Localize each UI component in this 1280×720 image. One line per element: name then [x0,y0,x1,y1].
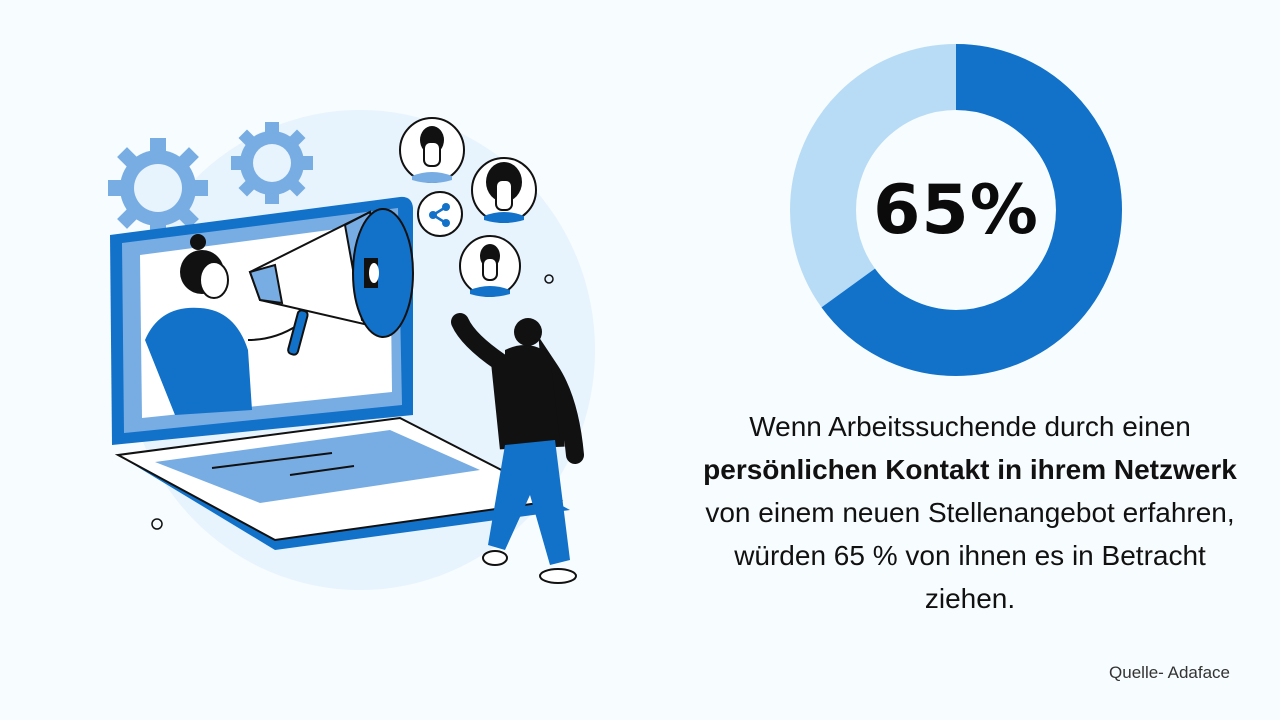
avatar-icon [459,235,521,297]
megaphone-icon [248,208,414,338]
caption-text: Wenn Arbeitssuchende durch einen persönl… [690,405,1250,620]
donut-center-label: 65% [873,170,1039,250]
avatar-icon [399,117,465,183]
marketing-illustration [100,100,600,600]
gear-icon [231,122,313,204]
caption-part1: Wenn Arbeitssuchende durch einen [749,411,1191,442]
share-icon [417,191,463,237]
caption-part2: von einem neuen Stellenangebot erfahren,… [705,497,1235,614]
donut-chart: 65% [788,42,1124,378]
caption-bold: persönlichen Kontakt in ihrem Netzwerk [703,454,1237,485]
donut-segment-65 [790,44,1122,376]
gear-icon [108,138,208,238]
source-label: Quelle- Adaface [1109,663,1230,682]
avatar-icon [471,157,537,223]
